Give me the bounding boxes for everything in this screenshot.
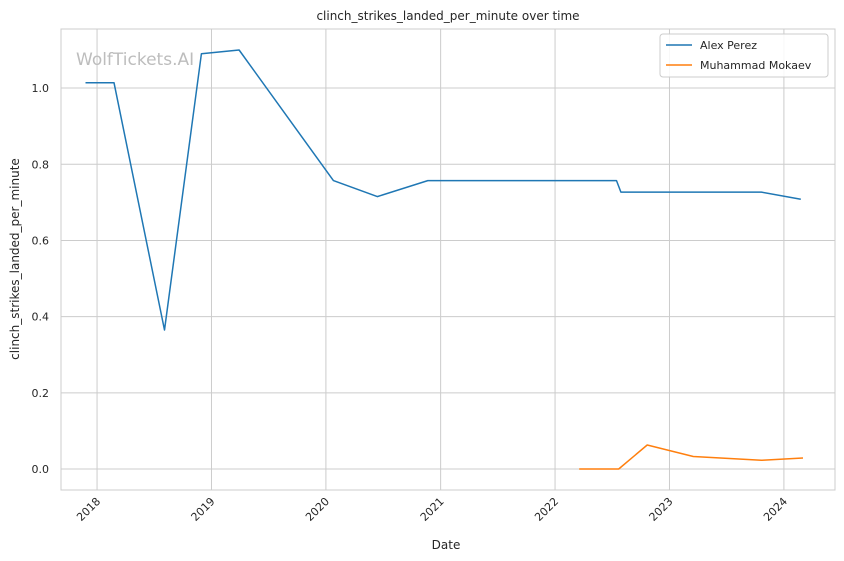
y-tick-label: 1.0 [32,82,50,95]
x-tick-label: 2023 [647,495,676,524]
legend: Alex Perez Muhammad Mokaev [659,33,829,78]
series-layer [85,49,804,470]
legend-label-1: Muhammad Mokaev [700,59,812,72]
y-tick-labels: 0.0 0.2 0.4 0.6 0.8 1.0 [32,82,50,476]
grid-lines [61,29,835,490]
series-line-0 [85,49,801,331]
plot-area [61,29,835,490]
x-tick-label: 2018 [74,495,103,524]
x-tick-label: 2021 [418,495,447,524]
x-tick-label: 2022 [532,495,561,524]
x-tick-labels: 2018 2019 2020 2021 2022 2023 2024 [74,495,790,524]
series-line-1 [579,444,804,470]
x-tick-label: 2019 [189,495,218,524]
x-tick-label: 2020 [303,495,332,524]
legend-label-0: Alex Perez [700,39,757,52]
x-tick-label: 2024 [761,495,790,524]
x-axis-label: Date [432,538,461,552]
y-axis-label: clinch_strikes_landed_per_minute [8,158,22,360]
y-tick-label: 0.6 [32,234,50,247]
legend-box [659,33,829,78]
plot-frame [60,28,836,491]
chart-title: clinch_strikes_landed_per_minute over ti… [316,9,579,23]
watermark-text: WolfTickets.AI [76,50,194,70]
y-tick-label: 0.2 [32,387,50,400]
y-tick-label: 0.0 [32,463,50,476]
y-tick-label: 0.4 [32,311,50,324]
y-tick-label: 0.8 [32,158,50,171]
